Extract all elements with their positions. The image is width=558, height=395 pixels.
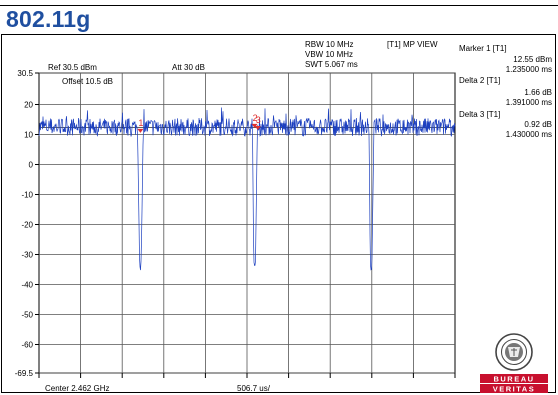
marker-2-label: 2 xyxy=(253,113,258,123)
logo-text-bottom: VERITAS xyxy=(493,385,535,394)
y-tick-label: -60 xyxy=(21,341,33,350)
attenuation-label: Att 30 dB xyxy=(172,63,205,72)
marker-3-symbol xyxy=(254,126,261,130)
delta3-time: 1.430000 ms xyxy=(505,130,552,139)
x-axis-label: 506.7 us/ xyxy=(237,384,270,393)
y-tick-label: -40 xyxy=(21,281,33,290)
offset-label: Offset 10.5 dB xyxy=(62,77,113,86)
delta2-time: 1.391000 ms xyxy=(505,98,552,107)
analyzer-frame xyxy=(1,34,556,393)
ref-level-label: Ref 30.5 dBm xyxy=(48,63,97,72)
marker-2-symbol xyxy=(251,123,258,128)
y-tick-label: -20 xyxy=(21,221,33,230)
y-tick-label: 0 xyxy=(29,161,34,170)
trace-mode-label: [T1] MP VIEW xyxy=(387,40,438,49)
delta2-value: 1.66 dB xyxy=(524,88,552,97)
y-tick-label: 30.5 xyxy=(17,69,33,78)
marker-1-symbol xyxy=(137,128,144,133)
center-frequency-label: Center 2.462 GHz xyxy=(45,384,110,393)
delta3-value: 0.92 dB xyxy=(524,120,552,129)
marker-layer: 1 23 xyxy=(137,113,261,133)
chart-grid xyxy=(38,72,456,374)
trace-line-series-1 xyxy=(38,107,456,271)
y-tick-label: -10 xyxy=(21,191,33,200)
swt-label: SWT 5.067 ms xyxy=(305,60,358,69)
logo-text-top: BUREAU xyxy=(493,375,534,384)
marker1-value: 12.55 dBm xyxy=(513,55,552,64)
logo-seal-icon: BUREAU VERITAS xyxy=(480,333,548,394)
page-title: 802.11g xyxy=(6,6,91,32)
y-tick-label: 20 xyxy=(24,101,33,110)
y-tick-label: -69.5 xyxy=(15,369,34,378)
delta3-label: Delta 3 [T1] xyxy=(459,110,501,119)
trace-layer xyxy=(38,107,456,271)
vbw-label: VBW 10 MHz xyxy=(305,50,354,59)
y-axis-ticks: 30.5 20 10 0 -10 -20 -30 -40 -50 -60 -69.5 xyxy=(15,69,456,378)
marker1-label: Marker 1 [T1] xyxy=(459,44,507,53)
marker-3-label: 3 xyxy=(256,115,261,125)
bureau-veritas-logo: BUREAU VERITAS xyxy=(474,332,554,394)
delta2-label: Delta 2 [T1] xyxy=(459,76,501,85)
y-tick-label: -30 xyxy=(21,251,33,260)
y-tick-label: 10 xyxy=(24,131,33,140)
marker-1-label: 1 xyxy=(138,118,143,128)
y-tick-label: -50 xyxy=(21,311,33,320)
marker1-time: 1.235000 ms xyxy=(505,65,552,74)
rbw-label: RBW 10 MHz xyxy=(305,40,354,49)
top-border xyxy=(0,0,558,6)
